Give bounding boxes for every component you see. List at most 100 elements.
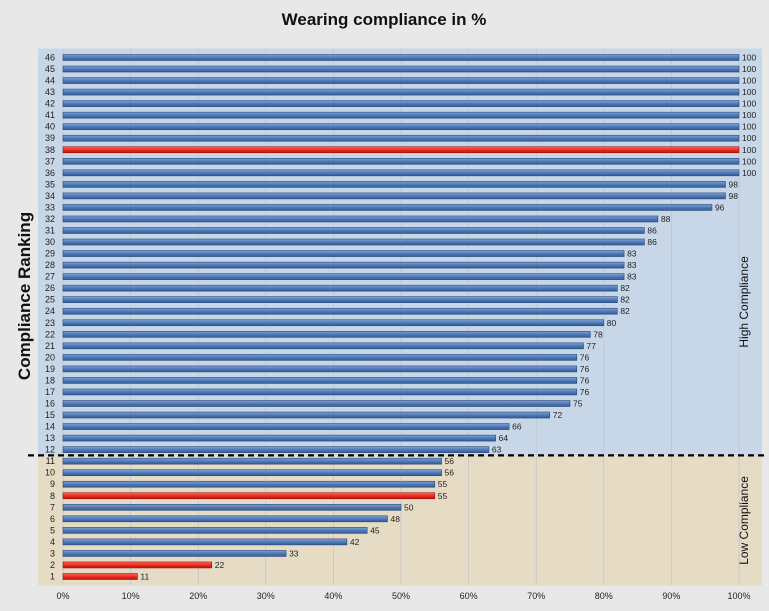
rank-label: 19 bbox=[45, 364, 55, 374]
rank-label: 46 bbox=[45, 53, 55, 63]
x-tick-label: 70% bbox=[527, 591, 545, 601]
bar bbox=[62, 503, 402, 511]
bar bbox=[62, 480, 436, 488]
value-label: 75 bbox=[573, 399, 583, 409]
value-label: 98 bbox=[728, 179, 738, 189]
value-label: 100 bbox=[742, 168, 756, 178]
bar bbox=[62, 261, 625, 269]
value-label: 76 bbox=[580, 375, 590, 385]
value-label: 55 bbox=[438, 491, 448, 501]
rank-label: 32 bbox=[45, 214, 55, 224]
rank-label: 20 bbox=[45, 352, 55, 362]
bar bbox=[62, 365, 578, 373]
value-label: 76 bbox=[580, 387, 590, 397]
rank-label: 10 bbox=[45, 468, 55, 478]
x-tick-label: 80% bbox=[595, 591, 613, 601]
value-label: 76 bbox=[580, 364, 590, 374]
bar bbox=[62, 238, 645, 246]
value-label: 82 bbox=[620, 306, 630, 316]
rank-label: 5 bbox=[50, 525, 55, 535]
bar bbox=[62, 469, 442, 477]
x-tick-label: 20% bbox=[189, 591, 207, 601]
bar bbox=[62, 250, 625, 257]
rank-label: 39 bbox=[45, 133, 55, 143]
x-tick-label: 30% bbox=[257, 591, 275, 601]
rank-label: 9 bbox=[50, 479, 55, 489]
value-label: 100 bbox=[742, 99, 756, 109]
rank-label: 25 bbox=[45, 295, 55, 305]
x-tick-label: 100% bbox=[727, 591, 750, 601]
bar bbox=[62, 192, 726, 200]
value-label: 80 bbox=[607, 318, 617, 328]
rank-label: 3 bbox=[50, 548, 55, 558]
value-label: 83 bbox=[627, 249, 637, 259]
bar bbox=[62, 354, 578, 361]
value-label: 100 bbox=[742, 53, 756, 63]
rank-label: 34 bbox=[45, 191, 55, 201]
rank-label: 31 bbox=[45, 226, 55, 236]
bar bbox=[62, 158, 740, 165]
rank-label: 7 bbox=[50, 502, 55, 512]
rank-label: 40 bbox=[45, 122, 55, 132]
rank-label: 6 bbox=[50, 514, 55, 524]
bar bbox=[62, 77, 740, 84]
value-label: 100 bbox=[742, 110, 756, 120]
bar bbox=[62, 204, 713, 211]
rank-label: 21 bbox=[45, 341, 55, 351]
high-compliance-label: High Compliance bbox=[737, 256, 751, 348]
rank-label: 36 bbox=[45, 168, 55, 178]
rank-label: 22 bbox=[45, 329, 55, 339]
bar bbox=[62, 342, 584, 350]
rank-label: 35 bbox=[45, 179, 55, 189]
bar bbox=[62, 54, 740, 61]
value-labels: 1122334245485055555656636466727576767676… bbox=[140, 53, 756, 582]
value-label: 100 bbox=[742, 133, 756, 143]
value-label: 82 bbox=[620, 295, 630, 305]
value-label: 100 bbox=[742, 87, 756, 97]
low-compliance-label: Low Compliance bbox=[737, 476, 751, 565]
x-axis-tick-labels: 0% 10% 20% 30% 40% 50% 60% 70% 80% 90% 100% bbox=[56, 591, 750, 601]
bar bbox=[62, 377, 578, 384]
value-label: 100 bbox=[742, 145, 756, 155]
value-label: 33 bbox=[289, 548, 299, 558]
bar bbox=[62, 100, 740, 107]
value-label: 64 bbox=[499, 433, 509, 443]
value-label: 55 bbox=[438, 479, 448, 489]
value-label: 11 bbox=[140, 572, 149, 582]
value-label: 98 bbox=[728, 191, 738, 201]
rank-label: 24 bbox=[45, 306, 55, 316]
bar-highlighted bbox=[62, 492, 436, 500]
value-label: 56 bbox=[445, 456, 455, 466]
rank-label: 30 bbox=[45, 237, 55, 247]
rank-label: 37 bbox=[45, 156, 55, 166]
bar bbox=[62, 423, 510, 430]
bar bbox=[62, 111, 740, 119]
rank-label: 17 bbox=[45, 387, 55, 397]
bar bbox=[62, 123, 740, 130]
rank-label: 41 bbox=[45, 110, 55, 120]
y-axis-label: Compliance Ranking bbox=[15, 212, 34, 380]
bar bbox=[62, 65, 740, 73]
bar bbox=[62, 88, 740, 96]
bar bbox=[62, 284, 618, 292]
rank-label: 1 bbox=[50, 572, 55, 582]
bar bbox=[62, 515, 388, 523]
value-label: 42 bbox=[350, 537, 360, 547]
chart-title: Wearing compliance in % bbox=[282, 10, 487, 29]
rank-label: 28 bbox=[45, 260, 55, 270]
rank-label: 29 bbox=[45, 249, 55, 259]
bar bbox=[62, 319, 605, 327]
value-label: 45 bbox=[370, 525, 380, 535]
value-label: 63 bbox=[492, 445, 502, 455]
value-label: 66 bbox=[512, 422, 522, 432]
bar bbox=[62, 134, 740, 142]
bar bbox=[62, 307, 618, 315]
bar bbox=[62, 181, 726, 188]
rank-label: 27 bbox=[45, 272, 55, 282]
value-label: 100 bbox=[742, 122, 756, 132]
value-label: 88 bbox=[661, 214, 671, 224]
bar bbox=[62, 227, 645, 234]
rank-label: 44 bbox=[45, 76, 55, 86]
bar bbox=[62, 550, 287, 557]
